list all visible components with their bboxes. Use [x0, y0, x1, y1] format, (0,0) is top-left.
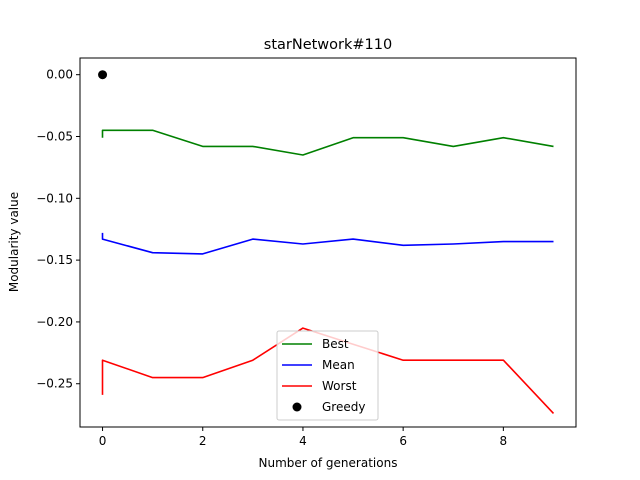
y-tick-label: −0.25: [36, 377, 73, 391]
greedy-point: [98, 70, 108, 80]
x-tick-label: 4: [299, 434, 307, 448]
y-tick-label: −0.05: [36, 129, 73, 143]
x-axis-label: Number of generations: [259, 456, 398, 470]
legend-box: [276, 330, 379, 421]
mean-line: [101, 232, 554, 255]
legend-greedy-label: Greedy: [322, 400, 365, 414]
chart-title: starNetwork#110: [264, 37, 392, 53]
x-tick-label: 8: [500, 434, 508, 448]
worst-line: [101, 327, 555, 414]
series-layer: [98, 70, 555, 414]
y-tick-label: −0.20: [36, 315, 73, 329]
y-tick-label: 0.00: [46, 68, 73, 82]
best-line: [101, 129, 554, 156]
x-tick-label: 0: [99, 434, 107, 448]
x-ticks: 0 2 4 6 8: [99, 427, 507, 448]
x-tick-label: 6: [399, 434, 407, 448]
legend: Best Mean Worst Greedy: [276, 330, 379, 421]
legend-worst-label: Worst: [322, 379, 357, 393]
x-tick-label: 2: [199, 434, 207, 448]
plot-area: 0 2 4 6 8 0.00 −0.05 −0.10 −0.15 −0.20 −0.25: [36, 57, 577, 448]
y-tick-label: −0.15: [36, 253, 73, 267]
legend-mean-label: Mean: [322, 358, 355, 372]
legend-best-label: Best: [322, 337, 349, 351]
legend-greedy-marker: [292, 402, 302, 412]
axes-frame: [79, 57, 577, 428]
y-axis-label: Modularity value: [7, 192, 21, 292]
y-tick-label: −0.10: [36, 191, 73, 205]
y-ticks: 0.00 −0.05 −0.10 −0.15 −0.20 −0.25: [36, 68, 80, 391]
